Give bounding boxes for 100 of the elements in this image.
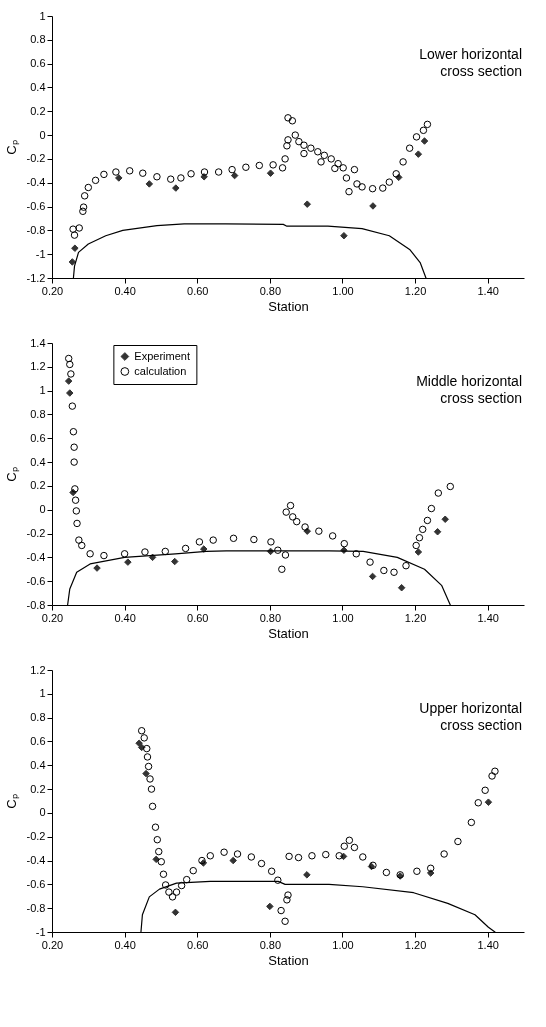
y-tick-label: -0.6 (26, 574, 46, 587)
point (195, 538, 204, 546)
point (397, 583, 406, 592)
point (148, 802, 157, 811)
point (283, 142, 291, 150)
y-tick-label: 0.4 (30, 80, 46, 93)
point (322, 850, 330, 859)
y-tick-label: 0.8 (30, 711, 46, 724)
point (66, 389, 74, 397)
point (67, 370, 75, 378)
x-axis-title: Station (268, 625, 309, 641)
point (288, 117, 297, 125)
point (402, 561, 410, 570)
point (269, 161, 277, 169)
point (317, 158, 325, 166)
y-tick-label: -0.4 (26, 854, 46, 867)
point (359, 853, 367, 861)
point (454, 837, 462, 846)
y-tick-label: 0.2 (30, 782, 46, 795)
point (100, 551, 108, 560)
point (301, 523, 309, 531)
point (145, 180, 154, 188)
point (382, 868, 391, 877)
point (166, 175, 175, 183)
x-tick-label: 1.40 (477, 284, 499, 297)
point (171, 908, 180, 917)
y-axis-title: Cₚ (3, 140, 20, 155)
x-tick-label: 0.80 (259, 284, 282, 297)
x-tick-label: 1.20 (404, 611, 427, 624)
point (405, 144, 414, 152)
point (209, 536, 217, 544)
point (139, 169, 147, 177)
point (266, 169, 275, 177)
point (177, 174, 185, 182)
point (161, 547, 170, 556)
point (342, 174, 351, 182)
x-tick-label: 0.20 (41, 611, 64, 624)
point (369, 202, 377, 210)
point (71, 496, 80, 504)
x-tick-label: 1.00 (332, 284, 354, 297)
point (233, 850, 242, 858)
legend-label: calculation (134, 364, 187, 377)
point (125, 167, 134, 175)
y-tick-label: 0 (39, 128, 46, 141)
y-tick-label: 1 (39, 687, 46, 700)
point (153, 835, 162, 844)
point (182, 875, 191, 884)
point (291, 131, 299, 139)
y-tick-label: 0.6 (30, 57, 46, 70)
x-tick-label: 0.80 (259, 938, 282, 951)
point (281, 155, 289, 163)
point (255, 161, 264, 170)
point (120, 550, 129, 558)
x-tick-label: 0.20 (41, 284, 64, 297)
point (467, 818, 476, 827)
point (206, 852, 215, 860)
point (353, 180, 361, 188)
point (412, 541, 420, 550)
point (426, 864, 435, 873)
point (64, 377, 73, 385)
point (267, 538, 275, 546)
point (71, 244, 79, 252)
x-tick-label: 1.40 (477, 938, 499, 951)
point (328, 532, 337, 540)
point (75, 224, 83, 232)
point (491, 767, 499, 775)
x-tick-label: 1.20 (404, 938, 427, 951)
point (124, 558, 132, 566)
point (339, 164, 347, 172)
point (274, 876, 282, 884)
point (69, 225, 77, 233)
point (153, 173, 161, 181)
point (488, 772, 496, 780)
x-tick-label: 0.60 (187, 284, 209, 297)
y-tick-label: -0.4 (26, 176, 46, 189)
point (307, 144, 315, 152)
y-tick-label: 0.8 (30, 33, 46, 46)
x-tick-label: 1.40 (477, 611, 499, 624)
point (172, 184, 180, 192)
point (79, 203, 88, 211)
point (78, 541, 86, 550)
annotation: Upper horizontal cross section (419, 700, 522, 733)
point (327, 155, 335, 163)
point (331, 164, 339, 173)
point (229, 534, 238, 543)
point (70, 443, 78, 451)
point (308, 852, 316, 860)
annotation: Lower horizontal cross section (419, 46, 522, 79)
y-tick-label: 0.2 (30, 104, 46, 117)
point (230, 171, 239, 180)
point (294, 853, 303, 862)
point (390, 568, 398, 576)
point (79, 207, 87, 216)
point (282, 508, 290, 516)
y-tick-label: 0 (39, 503, 46, 516)
point (284, 114, 292, 122)
point (157, 858, 166, 866)
point (423, 120, 432, 129)
point (168, 893, 177, 901)
point (385, 178, 394, 186)
